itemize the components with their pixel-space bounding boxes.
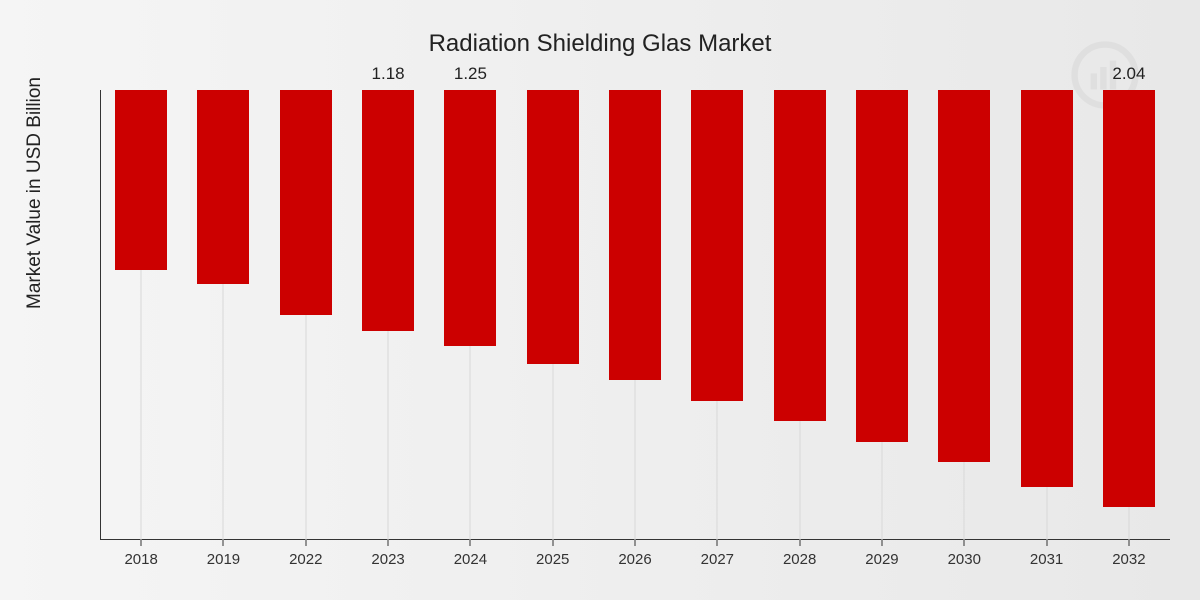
bar-slot: 2028: [759, 90, 841, 540]
x-tick-label: 2025: [536, 551, 569, 568]
x-tick-label: 2028: [783, 551, 816, 568]
bar: [527, 90, 579, 364]
x-tick: [717, 540, 718, 546]
bar-slot: 2018: [100, 90, 182, 540]
bar-slot: 2027: [676, 90, 758, 540]
x-tick-label: 2024: [454, 551, 487, 568]
bar-value-label: 1.25: [454, 64, 487, 84]
x-tick: [635, 540, 636, 546]
bar: 1.25: [444, 90, 496, 346]
bar-slot: 2026: [594, 90, 676, 540]
bar-value-label: 2.04: [1112, 64, 1145, 84]
bar-slot: 2029: [841, 90, 923, 540]
bar: [1021, 90, 1073, 487]
x-tick: [881, 540, 882, 546]
bar: [691, 90, 743, 401]
x-tick: [1046, 540, 1047, 546]
bar: 2.04: [1103, 90, 1155, 507]
x-tick: [388, 540, 389, 546]
bar: [774, 90, 826, 421]
bar: [609, 90, 661, 380]
bar: [856, 90, 908, 442]
x-tick: [799, 540, 800, 546]
x-tick-label: 2023: [371, 551, 404, 568]
x-tick-label: 2030: [948, 551, 981, 568]
chart-title: Radiation Shielding Glas Market: [429, 30, 772, 58]
x-tick-label: 2032: [1112, 551, 1145, 568]
x-tick: [964, 540, 965, 546]
y-axis-label: Market Value in USD Billion: [24, 77, 46, 309]
x-tick: [305, 540, 306, 546]
bar-slot: 2030: [923, 90, 1005, 540]
bar: 1.18: [362, 90, 414, 331]
bar: [280, 90, 332, 315]
x-tick-label: 2022: [289, 551, 322, 568]
bar-slot: 1.182023: [347, 90, 429, 540]
x-tick-label: 2018: [124, 551, 157, 568]
x-tick: [223, 540, 224, 546]
bar: [938, 90, 990, 462]
chart-container: Radiation Shielding Glas Market Market V…: [0, 0, 1200, 600]
x-tick-label: 2029: [865, 551, 898, 568]
bar-slot: 2022: [265, 90, 347, 540]
x-tick-label: 2026: [618, 551, 651, 568]
x-tick-label: 2031: [1030, 551, 1063, 568]
x-tick-label: 2027: [701, 551, 734, 568]
plot-area: 2018201920221.1820231.252024202520262027…: [100, 90, 1170, 540]
bar: [115, 90, 167, 270]
bars-wrap: 2018201920221.1820231.252024202520262027…: [100, 90, 1170, 540]
bar-slot: 2019: [182, 90, 264, 540]
bar-slot: 1.252024: [429, 90, 511, 540]
bar-slot: 2031: [1005, 90, 1087, 540]
x-tick-label: 2019: [207, 551, 240, 568]
x-tick: [1128, 540, 1129, 546]
x-tick: [470, 540, 471, 546]
bar: [197, 90, 249, 284]
bar-value-label: 1.18: [372, 64, 405, 84]
bar-slot: 2.042032: [1088, 90, 1170, 540]
x-tick: [552, 540, 553, 546]
x-tick: [141, 540, 142, 546]
bar-slot: 2025: [512, 90, 594, 540]
